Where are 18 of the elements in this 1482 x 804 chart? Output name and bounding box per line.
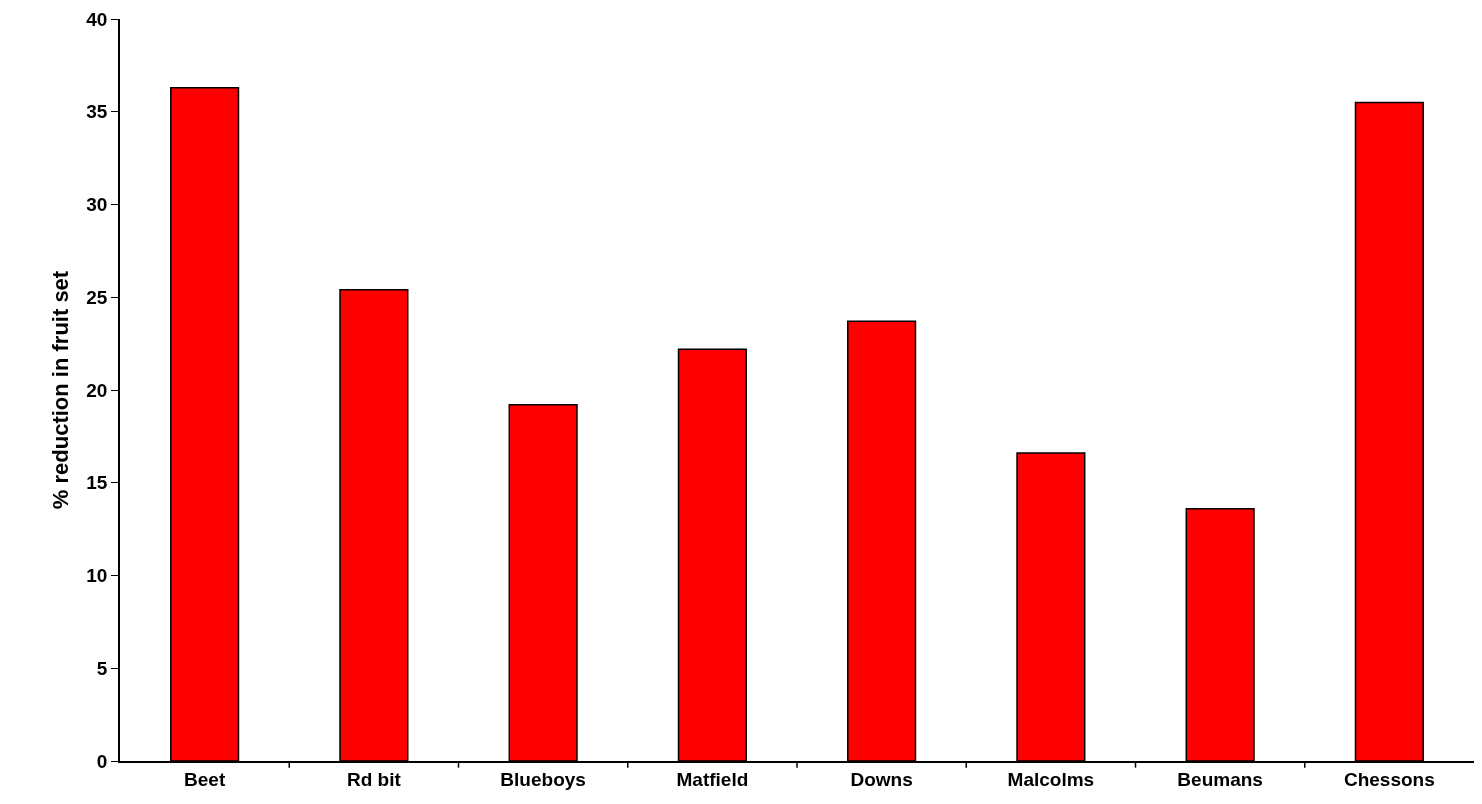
x-tick-label: Blueboys <box>500 768 586 790</box>
y-tick-label: 25 <box>86 286 108 308</box>
y-tick-label: 5 <box>96 657 108 679</box>
y-tick-label: 0 <box>96 750 108 772</box>
x-tick-label: Matfield <box>676 768 749 790</box>
y-tick-label: 10 <box>86 565 108 587</box>
y-tick-label: 30 <box>86 194 108 216</box>
x-tick-label: Beumans <box>1177 768 1263 790</box>
y-tick-label: 35 <box>86 101 108 123</box>
x-tick-label: Beet <box>184 768 226 790</box>
y-tick-label: 15 <box>86 472 108 494</box>
y-tick-label: 40 <box>86 8 108 30</box>
x-tick-label: Chessons <box>1343 768 1435 790</box>
x-tick-label: Rd bit <box>346 768 402 790</box>
x-tick-label: Malcolms <box>1007 768 1095 790</box>
x-tick-label: Downs <box>850 768 913 790</box>
y-tick-label: 20 <box>86 379 108 401</box>
y-axis-title: % reduction in fruit set <box>47 270 73 510</box>
